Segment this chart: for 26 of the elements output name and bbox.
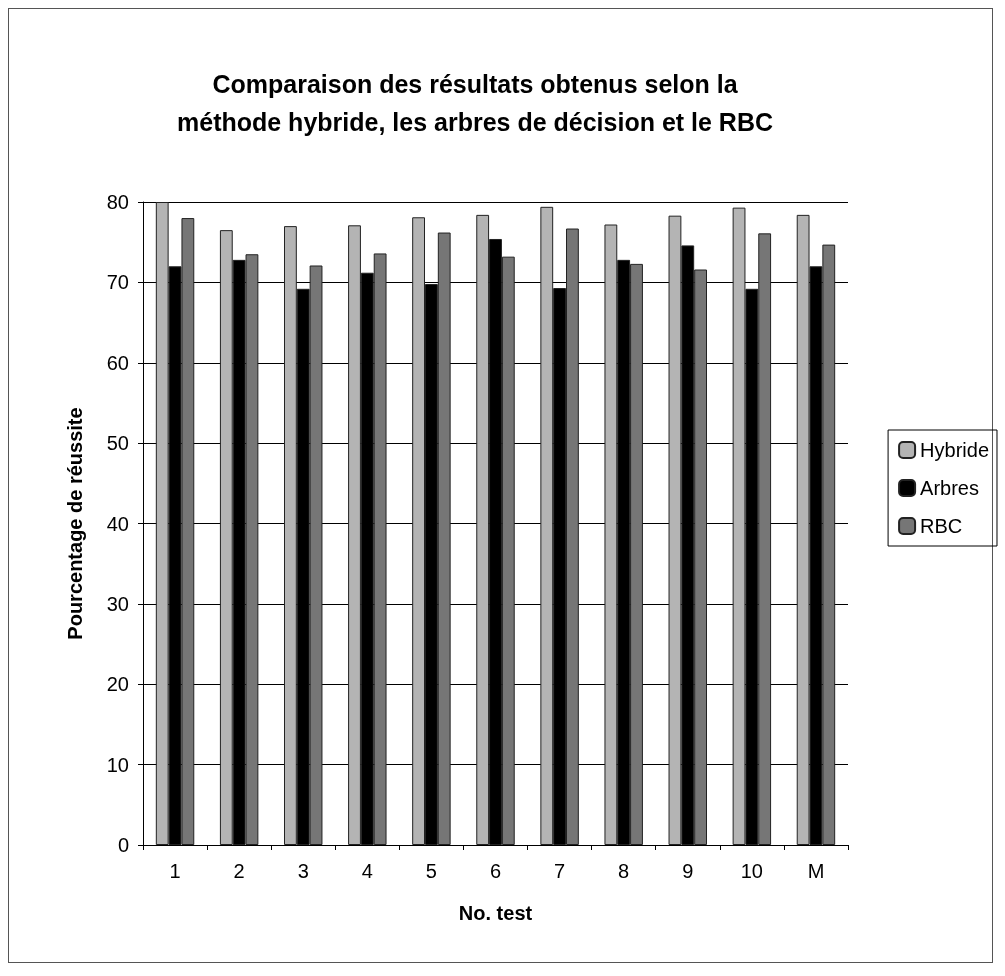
x-tick-label: 9 bbox=[682, 860, 694, 882]
chart-title: Comparaison des résultats obtenus selon la méthode hybride, les arbres de décision et le RBC bbox=[176, 70, 774, 136]
x-tick-label: 5 bbox=[425, 860, 437, 882]
x-tick-label: 4 bbox=[361, 860, 373, 882]
x-tick-label: 7 bbox=[554, 860, 566, 882]
y-tick-label: 60 bbox=[106, 351, 129, 374]
y-tick-label: 50 bbox=[106, 432, 129, 455]
y-tick-label: 10 bbox=[106, 753, 129, 776]
y-tick-label: 0 bbox=[117, 834, 129, 856]
y-tick-label: 30 bbox=[106, 592, 129, 615]
legend-label: RBC bbox=[920, 515, 963, 537]
x-axis-title: No. test bbox=[458, 902, 533, 924]
x-tick-label: 6 bbox=[489, 860, 502, 882]
y-tick-label: 40 bbox=[106, 512, 129, 535]
x-tick-label: 1 bbox=[169, 860, 181, 882]
y-axis-title: Pourcentage de réussite bbox=[64, 407, 86, 640]
x-tick-label: 2 bbox=[233, 860, 245, 882]
legend-label: Hybride bbox=[920, 439, 990, 461]
x-tick-label: 8 bbox=[618, 860, 630, 882]
legend-label: Arbres bbox=[920, 477, 979, 499]
x-tick-label: 10 bbox=[740, 860, 763, 882]
x-tick-label: M bbox=[807, 860, 825, 882]
y-tick-label: 20 bbox=[106, 673, 129, 696]
y-tick-label: 70 bbox=[106, 271, 129, 294]
x-tick-label: 3 bbox=[297, 860, 309, 882]
y-tick-label: 80 bbox=[106, 191, 129, 213]
